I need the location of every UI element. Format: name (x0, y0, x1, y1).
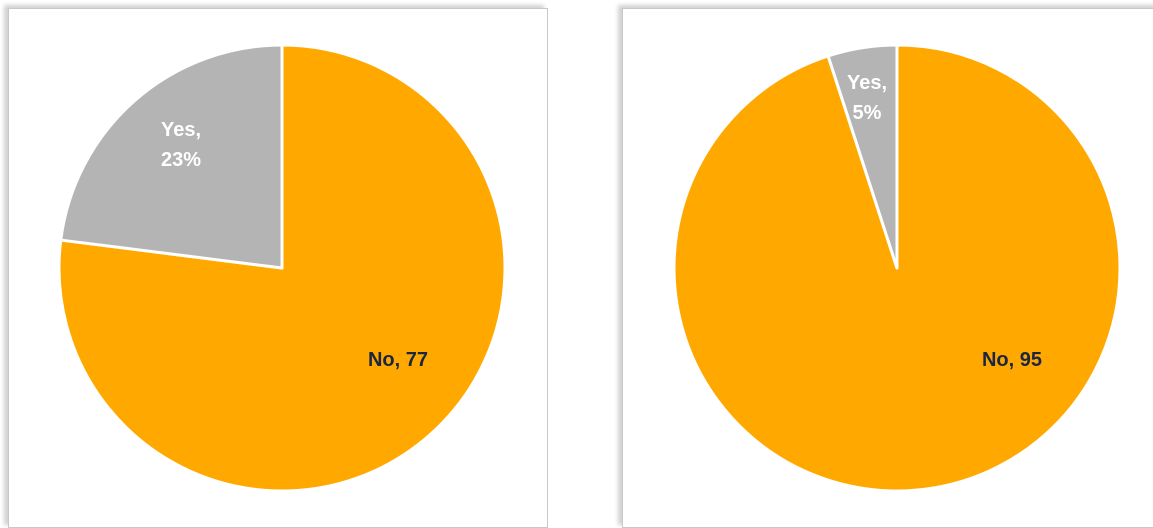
page: (() => { const data = JSON.parse(documen… (8, 8, 1153, 528)
charts (57, 43, 1122, 493)
data-label: Yes, 23% (160, 119, 202, 171)
data-label: No, 95 (981, 349, 1043, 371)
data-label: No, 77 (367, 349, 429, 371)
pie-slice (59, 43, 284, 270)
data-label: Yes, 5% (846, 72, 888, 124)
pie-slice (826, 43, 899, 270)
